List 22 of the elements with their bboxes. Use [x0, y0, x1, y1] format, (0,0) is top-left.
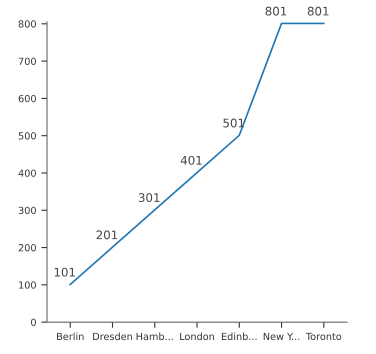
y-tick-label: 400: [18, 169, 36, 177]
data-label: 301: [138, 193, 160, 202]
data-label: 201: [96, 230, 118, 240]
y-tick-label: 800: [18, 20, 36, 28]
x-tick-label: London: [180, 332, 214, 340]
data-label: 101: [54, 268, 75, 277]
x-tick-label: Berlin: [57, 332, 84, 340]
data-label: 801: [266, 6, 286, 16]
y-tick-label: 200: [18, 244, 36, 252]
x-tick-label: Dresden: [93, 332, 132, 340]
y-tick-label: 300: [18, 206, 36, 214]
y-tick-label: 100: [19, 281, 36, 289]
x-tick-label: Toronto: [306, 332, 342, 340]
y-tick-label: 0: [31, 318, 36, 326]
x-tick-label: Hamb...: [136, 332, 173, 340]
y-tick-label: 500: [18, 132, 36, 140]
y-tick-label: 700: [18, 58, 36, 65]
x-tick-label: Edinb...: [222, 332, 257, 340]
data-label: 401: [180, 156, 202, 165]
y-tick-label: 600: [18, 94, 36, 102]
x-tick-label: New Y...: [264, 332, 300, 340]
data-label: 801: [308, 6, 328, 16]
